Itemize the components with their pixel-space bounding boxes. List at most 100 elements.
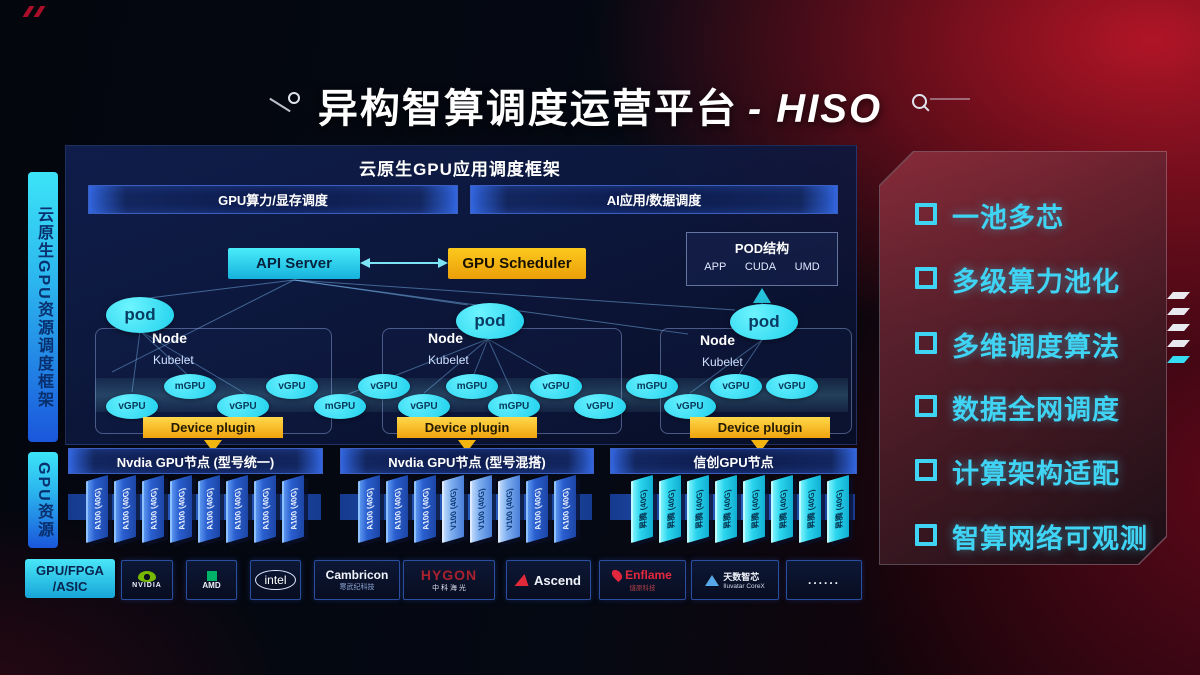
feature-text: 多维调度算法 (952, 332, 1120, 362)
vendor-enflame: Enflame 燧原科技 (599, 560, 686, 600)
gpu-unit-vgpu: vGPU (766, 374, 818, 399)
hw-category-box: GPU/FPGA /ASIC (25, 559, 115, 598)
vendor-nvidia: NVIDIA (121, 560, 173, 600)
corner-accent-icon (22, 6, 35, 17)
pod-ellipse: pod (730, 304, 798, 340)
hazard-stripe-icon (1167, 356, 1190, 363)
gpu-card-label: A100 (40G) (205, 486, 215, 531)
gpu-unit-mgpu: mGPU (164, 374, 216, 399)
gpu-card-label: A100 (40G) (177, 486, 187, 531)
feature-item: 计算架构适配 (915, 452, 1120, 491)
hazard-stripe-icon (1167, 292, 1190, 299)
feature-bullet-icon (915, 395, 937, 417)
gpu-unit-mgpu: mGPU (314, 394, 366, 419)
gpu-card-label: A100 (40G) (561, 486, 571, 531)
gpu-card: A100 (40G) (414, 474, 436, 544)
gpu-card-label: A100 (40G) (233, 486, 243, 531)
vendor-logo-row: Ascend (514, 572, 581, 588)
gpu-card: A100 (40G) (554, 474, 576, 544)
pod-layer-cuda: CUDA (744, 261, 777, 273)
gpu-card-shelf (340, 494, 592, 520)
vendor-subname: 寒武纪科技 (339, 584, 375, 591)
gpu-card-label: 昇腾 (40G) (778, 488, 788, 530)
vendor-iluvatar: 天数智芯 Iluvatar CoreX (691, 560, 779, 600)
gpu-card: A100 (40G) (358, 474, 380, 544)
vendor-intel: intel (250, 560, 301, 600)
feature-text: 计算架构适配 (952, 459, 1120, 489)
gpu-unit-mgpu: mGPU (626, 374, 678, 399)
sidebar-label-framework: 云原生GPU资源调度框架 (28, 172, 58, 442)
iluvatar-logo-icon (705, 574, 720, 586)
gpu-card-label: 昇腾 (40G) (638, 488, 648, 530)
kubelet-label: Kubelet (702, 355, 743, 369)
feature-item: 多级算力池化 (915, 260, 1120, 299)
lane-gpu-compute-scheduling: GPU算力/显存调度 (88, 185, 458, 214)
vendor-logo-row: Enflame (610, 567, 672, 583)
gpu-unit-vgpu: vGPU (530, 374, 582, 399)
gpu-card-label: A100 (40G) (93, 486, 103, 531)
gpu-unit-vgpu: vGPU (358, 374, 410, 399)
gpu-card: A100 (40G) (114, 474, 136, 544)
gpu-node-group-title: 信创GPU节点 (610, 448, 857, 474)
device-plugin-box: Device plugin (143, 417, 283, 438)
gpu-card: V100 (40G) (470, 474, 492, 544)
gpu-card: A100 (40G) (142, 474, 164, 544)
circuit-line-icon (930, 98, 970, 100)
gpu-card: 昇腾 (40G) (715, 474, 737, 544)
vendor-name: Ascend (534, 572, 581, 588)
vendor-name: AMD (202, 580, 221, 590)
vendor-amd: AMD (186, 560, 237, 600)
pod-layer-umd: UMD (794, 261, 820, 273)
vendor-subname: 中 科 海 光 (432, 585, 466, 592)
gpu-card-label: 昇腾 (40G) (666, 488, 676, 530)
gpu-card-label: V100 (40G) (449, 486, 459, 531)
feature-item: 多维调度算法 (915, 325, 1120, 364)
gpu-unit-vgpu: vGPU (266, 374, 318, 399)
gpu-card-label: V100 (40G) (505, 486, 515, 531)
gpu-card: 昇腾 (40G) (743, 474, 765, 544)
vendor-hygon: HYGON 中 科 海 光 (403, 560, 495, 600)
gpu-node-group-title: Nvdia GPU节点 (型号混搭) (340, 448, 594, 474)
gpu-card: A100 (40G) (254, 474, 276, 544)
gpu-unit-vgpu: vGPU (574, 394, 626, 419)
hw-category-line2: /ASIC (52, 578, 88, 594)
gpu-card-label: 昇腾 (40G) (834, 488, 844, 530)
gpu-card: A100 (40G) (226, 474, 248, 544)
vendor-ascend: Ascend (506, 560, 591, 600)
node-label: Node (428, 330, 463, 346)
gpu-unit-vgpu: vGPU (664, 394, 716, 419)
vendor-subname: Iluvatar CoreX (723, 583, 765, 590)
feature-bullet-icon (915, 459, 937, 481)
page-title-zh: 异构智算调度运营平台 (317, 87, 738, 131)
feature-bullet-icon (915, 203, 937, 225)
gpu-card-label: A100 (40G) (121, 486, 131, 531)
gpu-card-label: A100 (40G) (421, 486, 431, 531)
gpu-card-label: A100 (40G) (149, 486, 159, 531)
enflame-logo-icon (610, 567, 625, 583)
pod-ellipse: pod (106, 297, 174, 333)
vendor-more: ...... (786, 560, 862, 600)
feature-bullet-icon (915, 332, 937, 354)
feature-panel-bg (880, 152, 1166, 564)
gpu-unit-vgpu: vGPU (217, 394, 269, 419)
gpu-scheduler-box: GPU Scheduler (448, 248, 586, 279)
hazard-stripe-icon (1167, 324, 1190, 331)
hw-category-line1: GPU/FPGA (36, 562, 104, 578)
gpu-card: 昇腾 (40G) (659, 474, 681, 544)
vendor-text-col: 天数智芯 Iluvatar CoreX (723, 570, 765, 590)
api-server-box: API Server (228, 248, 360, 279)
pod-structure-box: POD结构 APP CUDA UMD (686, 232, 838, 286)
gpu-card-label: A100 (40G) (289, 486, 299, 531)
page-title-en: - HISO (747, 87, 883, 131)
gpu-card: V100 (40G) (442, 474, 464, 544)
ascend-logo-icon (514, 574, 532, 586)
pod-layer-app: APP (704, 261, 727, 273)
pod-structure-title: POD结构 (734, 241, 790, 256)
feature-bullet-icon (915, 524, 937, 546)
gpu-card-label: A100 (40G) (393, 486, 403, 531)
corner-accent-icon (33, 6, 46, 17)
feature-item: 一池多芯 (915, 196, 1064, 235)
pod-up-arrow-icon (753, 288, 771, 303)
node-label: Node (700, 332, 735, 348)
gpu-card-label: 昇腾 (40G) (806, 488, 816, 530)
